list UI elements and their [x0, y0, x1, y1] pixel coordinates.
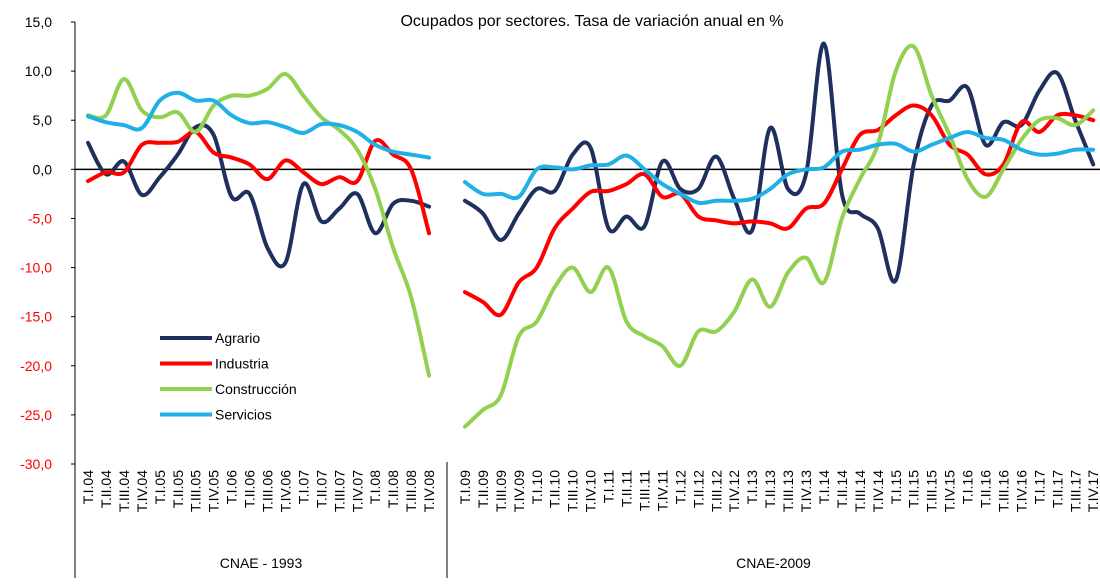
- y-tick-label: 15,0: [25, 14, 52, 30]
- x-tick-label: T.IV.16: [1013, 470, 1029, 513]
- x-tick-label: T.I.05: [152, 470, 168, 504]
- x-tick-label: T.I.06: [224, 470, 240, 504]
- x-tick-label: T.I.07: [295, 470, 311, 504]
- x-tick-label: T.II.15: [906, 470, 922, 508]
- x-tick-label: T.III.08: [403, 470, 419, 512]
- y-tick-label: -20,0: [20, 358, 52, 374]
- series-line: [86, 90, 1096, 205]
- y-tick-label: 0,0: [33, 161, 53, 177]
- y-tick-label: -30,0: [20, 456, 52, 472]
- legend-label: Industria: [215, 356, 269, 372]
- y-tick-label: 5,0: [33, 112, 53, 128]
- x-tick-label: T.IV.11: [654, 470, 670, 511]
- x-tick-label: T.I.12: [672, 470, 688, 504]
- x-tick-label: T.II.12: [690, 470, 706, 508]
- x-tick-label: T.I.17: [1031, 470, 1047, 504]
- series-line: [86, 43, 1096, 429]
- x-tick-label: T.II.06: [242, 470, 258, 508]
- x-tick-label: T.III.10: [565, 470, 581, 512]
- x-tick-label: T.IV.15: [942, 470, 958, 513]
- x-tick-label: T.II.14: [834, 470, 850, 508]
- legend-label: Construcción: [215, 381, 297, 397]
- x-tick-label: T.III.05: [188, 470, 204, 512]
- x-tick-label: T.II.16: [978, 470, 994, 508]
- x-tick-label: T.I.16: [960, 470, 976, 504]
- x-tick-label: T.III.11: [636, 470, 652, 511]
- x-tick-label: T.IV.10: [583, 470, 599, 513]
- x-tick-label: T.IV.04: [134, 470, 150, 513]
- x-tick-label: T.I.15: [888, 470, 904, 504]
- series-line: [86, 103, 1096, 318]
- y-tick-label: 10,0: [25, 63, 52, 79]
- x-tick-label: T.II.04: [98, 470, 114, 508]
- y-tick-label: -15,0: [20, 309, 52, 325]
- x-tick-label: T.II.11: [619, 470, 635, 507]
- x-tick-label: T.IV.13: [798, 470, 814, 513]
- y-tick-label: -5,0: [28, 210, 52, 226]
- x-tick-label: T.III.15: [924, 470, 940, 512]
- x-tick-label: T.II.08: [385, 470, 401, 508]
- x-tick-label: T.IV.14: [870, 470, 886, 513]
- x-tick-label: T.IV.05: [206, 470, 222, 513]
- x-tick-label: T.I.13: [744, 470, 760, 504]
- group-label: CNAE - 1993: [220, 555, 303, 571]
- x-tick-label: T.III.13: [780, 470, 796, 512]
- x-tick-label: T.IV.09: [511, 470, 527, 513]
- legend-label: Servicios: [215, 407, 272, 423]
- x-tick-label: T.I.08: [367, 470, 383, 504]
- x-tick-label: T.III.07: [331, 470, 347, 512]
- x-tick-label: T.IV.08: [421, 470, 437, 513]
- legend-label: Agrario: [215, 330, 260, 346]
- x-tick-label: T.II.13: [762, 470, 778, 508]
- x-tick-label: T.I.04: [80, 470, 96, 504]
- y-tick-label: -10,0: [20, 260, 52, 276]
- x-tick-label: T.III.04: [116, 470, 132, 512]
- x-tick-label: T.III.17: [1067, 470, 1083, 512]
- x-tick-label: T.IV.07: [349, 470, 365, 513]
- x-tick-label: T.III.06: [260, 470, 276, 512]
- x-tick-label: T.II.10: [547, 470, 563, 508]
- x-tick-label: T.IV.17: [1085, 470, 1100, 513]
- group-label: CNAE-2009: [736, 555, 811, 571]
- x-tick-label: T.I.10: [529, 470, 545, 504]
- x-tick-label: T.III.12: [708, 470, 724, 512]
- y-tick-label: -25,0: [20, 407, 52, 423]
- chart-title: Ocupados por sectores. Tasa de variación…: [400, 13, 783, 30]
- x-tick-label: T.III.14: [852, 470, 868, 512]
- x-tick-label: T.IV.12: [726, 470, 742, 513]
- x-tick-label: T.II.09: [475, 470, 491, 508]
- x-tick-label: T.IV.06: [277, 470, 293, 513]
- x-tick-label: T.II.07: [313, 470, 329, 508]
- x-tick-label: T.III.16: [995, 470, 1011, 512]
- x-tick-label: T.II.05: [170, 470, 186, 508]
- x-tick-label: T.II.17: [1049, 470, 1065, 508]
- x-tick-label: T.III.09: [493, 470, 509, 512]
- series-line: [86, 41, 1096, 284]
- x-tick-label: T.I.09: [457, 470, 473, 504]
- x-tick-label: T.I.14: [816, 470, 832, 504]
- x-tick-label: T.I.11: [601, 470, 617, 503]
